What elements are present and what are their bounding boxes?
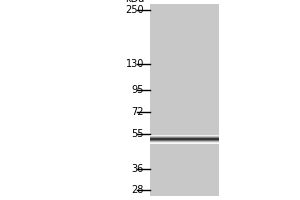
Bar [150, 4, 219, 196]
Bar [150, 143, 219, 144]
Text: 28: 28 [132, 185, 144, 195]
Text: 55: 55 [131, 129, 144, 139]
Bar [150, 140, 219, 141]
Text: 72: 72 [131, 107, 144, 117]
Text: 250: 250 [125, 5, 144, 15]
Text: 36: 36 [132, 164, 144, 174]
Bar [150, 135, 219, 136]
Bar [150, 138, 219, 139]
Bar [150, 139, 219, 140]
Bar [150, 141, 219, 142]
Text: kDa: kDa [125, 0, 144, 4]
Text: 130: 130 [126, 59, 144, 69]
Bar [150, 136, 219, 137]
Bar [150, 142, 219, 143]
Bar [150, 137, 219, 138]
Text: 95: 95 [132, 85, 144, 95]
